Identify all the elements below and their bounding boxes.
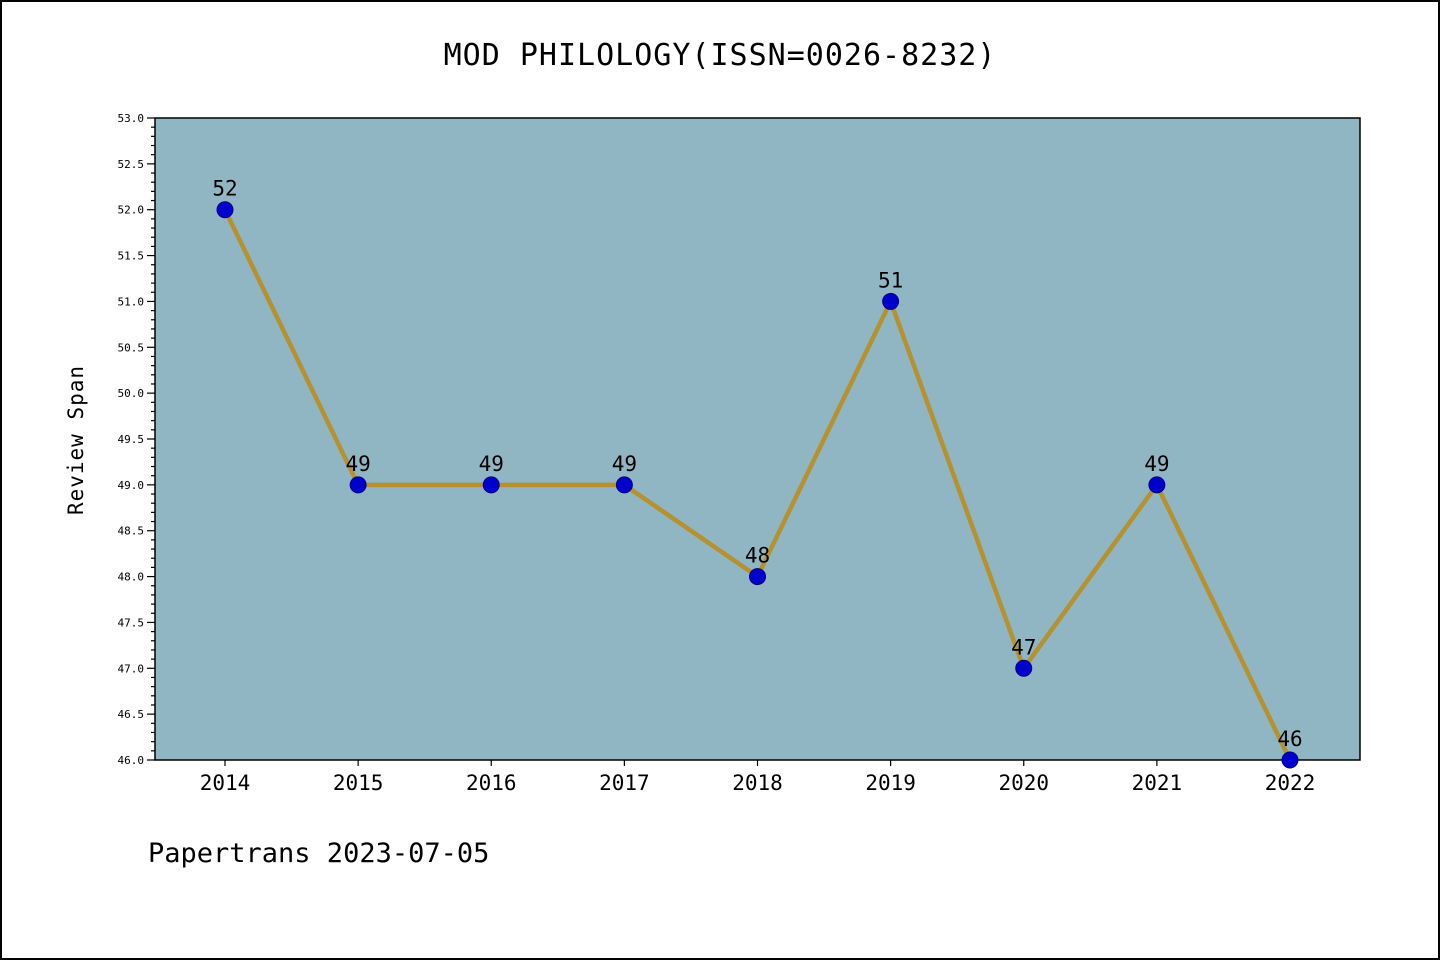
- y-tick-label: 48.0: [118, 571, 145, 584]
- x-tick-label: 2019: [865, 771, 916, 795]
- data-point: [216, 201, 234, 219]
- data-point-label: 52: [212, 177, 237, 201]
- data-point-label: 49: [612, 452, 637, 476]
- x-tick-label: 2015: [333, 771, 384, 795]
- x-tick-label: 2014: [200, 771, 251, 795]
- x-tick-label: 2017: [599, 771, 650, 795]
- x-tick-label: 2018: [732, 771, 783, 795]
- data-point: [615, 476, 633, 494]
- y-tick-label: 49.5: [118, 433, 145, 446]
- y-tick-label: 52.0: [118, 204, 145, 217]
- data-point: [349, 476, 367, 494]
- data-point: [1148, 476, 1166, 494]
- y-tick-label: 48.5: [118, 525, 145, 538]
- footer-watermark: Papertrans 2023-07-05: [148, 838, 490, 869]
- y-tick-label: 50.5: [118, 341, 145, 354]
- y-tick-label: 52.5: [118, 158, 145, 171]
- data-point-label: 46: [1277, 727, 1302, 751]
- data-point-label: 48: [745, 544, 770, 568]
- data-point-label: 47: [1011, 635, 1036, 659]
- data-point-label: 51: [878, 268, 903, 292]
- data-point: [482, 476, 500, 494]
- y-tick-label: 50.0: [118, 387, 145, 400]
- y-tick-label: 47.0: [118, 662, 145, 675]
- x-tick-label: 2016: [466, 771, 517, 795]
- y-tick-label: 53.0: [118, 112, 145, 125]
- data-point-label: 49: [479, 452, 504, 476]
- data-point: [882, 292, 900, 310]
- y-tick-label: 46.0: [118, 754, 145, 767]
- y-tick-label: 47.5: [118, 616, 145, 629]
- y-tick-label: 49.0: [118, 479, 145, 492]
- data-point: [749, 568, 766, 586]
- data-point: [1015, 659, 1033, 677]
- x-tick-label: 2020: [998, 771, 1049, 795]
- chart-title: MOD PHILOLOGY(ISSN=0026-8232): [443, 38, 997, 73]
- x-tick-label: 2021: [1132, 771, 1183, 795]
- plot-area: [154, 117, 1361, 761]
- data-point-label: 49: [345, 452, 370, 476]
- y-tick-label: 51.0: [118, 295, 145, 308]
- data-point-label: 49: [1144, 452, 1169, 476]
- data-point: [1281, 751, 1299, 769]
- y-tick-label: 51.5: [118, 250, 145, 263]
- y-tick-label: 46.5: [118, 708, 145, 721]
- x-tick-label: 2022: [1265, 771, 1316, 795]
